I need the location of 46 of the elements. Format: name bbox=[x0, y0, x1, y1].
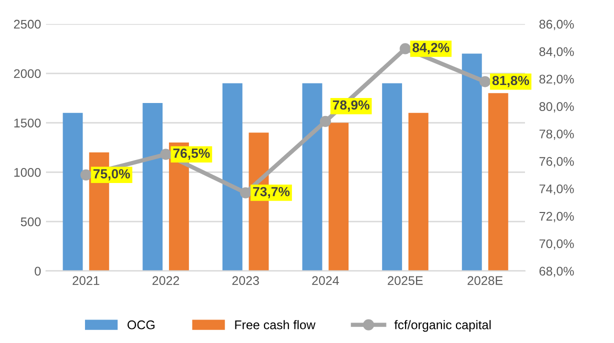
y2-tick-label: 80,0% bbox=[539, 102, 574, 112]
data-label: 73,7% bbox=[253, 186, 290, 198]
y2-tick-label: 84,0% bbox=[539, 47, 574, 58]
point bbox=[400, 43, 411, 54]
y-tick-label: 2500 bbox=[14, 20, 41, 29]
data-label: 84,2% bbox=[412, 42, 450, 54]
bar bbox=[462, 54, 482, 271]
y-tick-label: 500 bbox=[20, 217, 41, 226]
x-tick-label: 2025E bbox=[388, 276, 423, 286]
y2-tick-label: 86,0% bbox=[539, 20, 574, 30]
bar bbox=[408, 112, 428, 271]
bar bbox=[328, 122, 349, 271]
x-tick-label: 2023 bbox=[232, 276, 259, 286]
bar bbox=[488, 93, 508, 271]
y2-tick-label: 78,0% bbox=[540, 130, 574, 140]
y2-tick-label: 74,0% bbox=[540, 184, 574, 195]
point bbox=[320, 116, 331, 127]
data-label: 78,9% bbox=[332, 100, 370, 112]
point bbox=[160, 148, 172, 160]
legend-label: Free cash flow bbox=[235, 320, 316, 330]
data-label: 75,0% bbox=[93, 169, 130, 180]
legend-label: fcf/organic capital bbox=[394, 320, 491, 332]
legend-label: OCG bbox=[128, 320, 154, 330]
y-tick-label: 2000 bbox=[14, 69, 41, 78]
x-tick-label: 2024 bbox=[312, 276, 339, 286]
x-tick-label: 2021 bbox=[72, 276, 100, 286]
y2-tick-label: 70,0% bbox=[540, 239, 574, 250]
bar bbox=[222, 83, 242, 271]
bar bbox=[382, 83, 402, 271]
x-tick-label: 2028E bbox=[468, 276, 503, 286]
y-tick-label: 1000 bbox=[14, 168, 41, 177]
y2-tick-label: 82,0% bbox=[539, 74, 574, 86]
bar bbox=[62, 112, 83, 271]
y-tick-label: 0 bbox=[34, 266, 41, 276]
data-label: 81,8% bbox=[492, 76, 530, 88]
y2-tick-label: 72,0% bbox=[540, 212, 574, 222]
y-tick-label: 1500 bbox=[14, 118, 41, 128]
point bbox=[80, 169, 92, 180]
point bbox=[240, 187, 252, 198]
data-label: 76,5% bbox=[173, 148, 210, 160]
y2-tick-label: 68,0% bbox=[539, 266, 574, 278]
bar bbox=[302, 83, 322, 271]
x-tick-label: 2022 bbox=[152, 276, 180, 286]
bar bbox=[142, 103, 163, 271]
point bbox=[480, 76, 491, 88]
y2-tick-label: 76,0% bbox=[540, 157, 574, 168]
